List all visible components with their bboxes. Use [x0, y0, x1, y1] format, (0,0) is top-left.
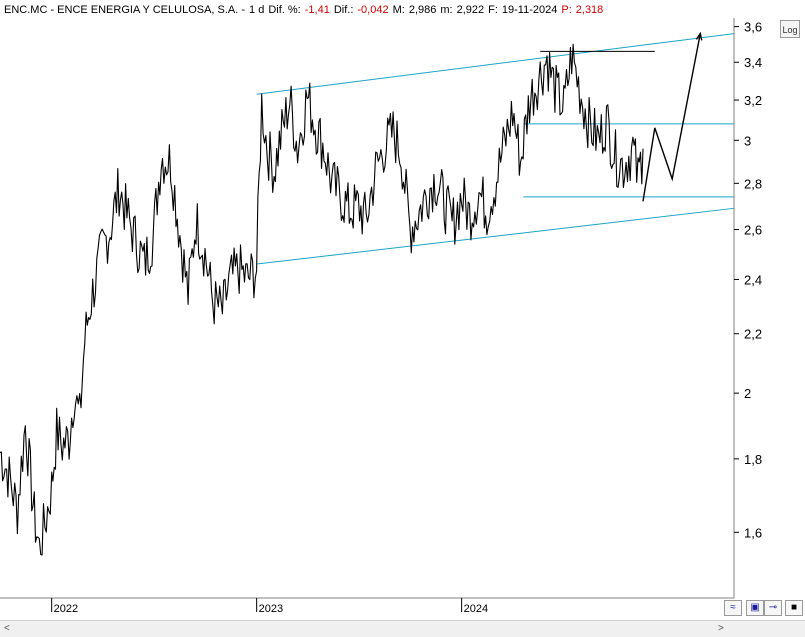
change-pct-label: Dif. %:	[268, 4, 301, 16]
projection-arrowhead	[695, 31, 703, 41]
y-tick-label: 1,8	[744, 452, 762, 467]
y-tick-label: 1,6	[744, 525, 762, 540]
scroll-right-icon[interactable]: >	[718, 623, 724, 634]
y-tick-label: 3,6	[744, 20, 762, 35]
color-square-icon[interactable]: ■	[785, 600, 803, 616]
instrument-title: ENC.MC - ENCE ENERGIA Y CELULOSA, S.A. -	[4, 4, 246, 16]
x-tick-label: 2022	[54, 603, 78, 615]
period-label: 1 d	[249, 4, 265, 16]
trend-line	[256, 207, 735, 265]
max-label: M:	[392, 4, 405, 16]
y-tick-label: 3,4	[744, 55, 762, 70]
price-label: P:	[561, 4, 572, 16]
price-value: 2,318	[575, 4, 604, 16]
change-value: -0,042	[357, 4, 389, 16]
pin-icon[interactable]: ⊸	[764, 600, 782, 616]
min-value: 2,922	[456, 4, 485, 16]
y-tick-label: 2,2	[744, 327, 762, 342]
chart-header: ENC.MC - ENCE ENERGIA Y CELULOSA, S.A. -…	[4, 2, 603, 18]
scroll-left-icon[interactable]: <	[4, 623, 10, 634]
x-tick-label: 2023	[259, 603, 283, 615]
price-series-line	[0, 43, 644, 556]
min-label: m:	[440, 4, 453, 16]
date-value: 19-11-2024	[501, 4, 558, 16]
y-tick-label: 3	[744, 133, 751, 148]
y-tick-label: 2,8	[744, 176, 762, 191]
wave-icon[interactable]: ≈	[724, 600, 742, 616]
change-label: Dif.:	[333, 4, 354, 16]
change-pct-value: -1,41	[304, 4, 330, 16]
y-tick-label: 2,6	[744, 223, 762, 238]
y-tick-label: 2,4	[744, 272, 762, 287]
max-value: 2,986	[408, 4, 437, 16]
save-icon[interactable]: ▣	[746, 600, 764, 616]
y-tick-label: 2	[744, 386, 751, 401]
date-label: F:	[488, 4, 498, 16]
log-scale-button[interactable]: Log	[780, 20, 800, 38]
x-tick-label: 2024	[464, 603, 488, 615]
projection-path	[642, 33, 701, 202]
y-tick-label: 3,2	[744, 93, 762, 108]
horizontal-scrollbar[interactable]: < >	[0, 620, 805, 637]
trend-line	[256, 33, 735, 95]
